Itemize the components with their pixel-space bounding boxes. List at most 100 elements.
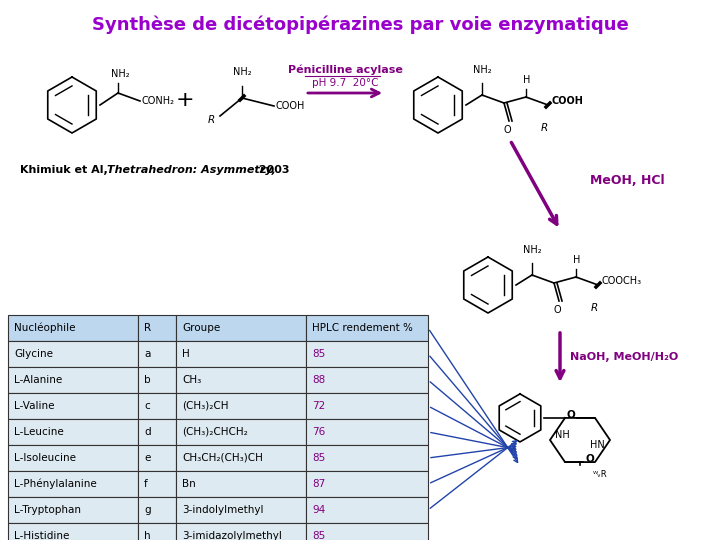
Text: O: O — [566, 410, 575, 420]
Bar — [138, 393, 176, 419]
Bar — [138, 523, 176, 540]
Bar — [138, 471, 176, 497]
Bar — [176, 393, 306, 419]
Bar — [138, 445, 176, 471]
Text: d: d — [144, 427, 150, 437]
Text: COOCH₃: COOCH₃ — [602, 276, 642, 286]
Bar — [306, 419, 428, 445]
Bar — [306, 471, 428, 497]
Bar — [8, 367, 138, 393]
Text: Groupe: Groupe — [182, 323, 220, 333]
Text: L-Valine: L-Valine — [14, 401, 55, 411]
Bar — [8, 341, 138, 367]
Text: +: + — [176, 90, 194, 110]
Bar — [8, 315, 138, 341]
Bar — [306, 445, 428, 471]
Text: Nucléophile: Nucléophile — [14, 323, 76, 333]
Bar — [8, 445, 138, 471]
Text: H: H — [523, 75, 531, 85]
Text: 3-indolylmethyl: 3-indolylmethyl — [182, 505, 264, 515]
Text: NH₂: NH₂ — [473, 65, 491, 75]
Text: e: e — [144, 453, 150, 463]
Bar — [306, 315, 428, 341]
Text: L-Tryptophan: L-Tryptophan — [14, 505, 81, 515]
Text: CH₃: CH₃ — [182, 375, 202, 385]
Bar — [306, 393, 428, 419]
Text: 94: 94 — [312, 505, 325, 515]
Text: ᵂᵥR: ᵂᵥR — [593, 470, 607, 479]
Bar — [176, 445, 306, 471]
Text: 85: 85 — [312, 531, 325, 540]
Bar — [8, 471, 138, 497]
Bar — [176, 315, 306, 341]
Text: pH 9.7  20°C: pH 9.7 20°C — [312, 78, 378, 88]
Bar — [138, 341, 176, 367]
Bar — [138, 419, 176, 445]
Text: (CH₃)₂CH: (CH₃)₂CH — [182, 401, 228, 411]
Text: 76: 76 — [312, 427, 325, 437]
Bar — [8, 523, 138, 540]
Bar — [306, 341, 428, 367]
Text: 85: 85 — [312, 453, 325, 463]
Text: 88: 88 — [312, 375, 325, 385]
Text: 72: 72 — [312, 401, 325, 411]
Bar — [8, 419, 138, 445]
Bar — [176, 419, 306, 445]
Text: a: a — [144, 349, 150, 359]
Bar — [138, 497, 176, 523]
Text: Khimiuk et Al,: Khimiuk et Al, — [20, 165, 112, 175]
Text: L-Phénylalanine: L-Phénylalanine — [14, 479, 96, 489]
Text: L-Leucine: L-Leucine — [14, 427, 64, 437]
Bar — [176, 523, 306, 540]
Text: HPLC rendement %: HPLC rendement % — [312, 323, 413, 333]
Text: L-Isoleucine: L-Isoleucine — [14, 453, 76, 463]
Bar — [138, 315, 176, 341]
Text: COOH: COOH — [276, 101, 305, 111]
Text: g: g — [144, 505, 150, 515]
Bar — [176, 367, 306, 393]
Text: L-Histidine: L-Histidine — [14, 531, 69, 540]
Text: b: b — [144, 375, 150, 385]
Text: Thetrahedron: Asymmetry,: Thetrahedron: Asymmetry, — [107, 165, 276, 175]
Text: h: h — [144, 531, 150, 540]
Text: Bn: Bn — [182, 479, 196, 489]
Text: NaOH, MeOH/H₂O: NaOH, MeOH/H₂O — [570, 352, 678, 362]
Text: NH₂: NH₂ — [111, 69, 130, 79]
Text: R: R — [144, 323, 151, 333]
Text: H: H — [182, 349, 190, 359]
Bar — [8, 497, 138, 523]
Text: 2003: 2003 — [255, 165, 289, 175]
Text: HN: HN — [590, 440, 605, 450]
Text: CH₃CH₂(CH₃)CH: CH₃CH₂(CH₃)CH — [182, 453, 263, 463]
Text: R: R — [208, 115, 215, 125]
Text: NH: NH — [555, 430, 570, 440]
Bar — [8, 393, 138, 419]
Text: O: O — [503, 125, 510, 135]
Text: (CH₃)₂CHCH₂: (CH₃)₂CHCH₂ — [182, 427, 248, 437]
Text: COOH: COOH — [552, 96, 584, 106]
Text: MeOH, HCl: MeOH, HCl — [590, 173, 665, 186]
Bar — [176, 471, 306, 497]
Bar — [306, 497, 428, 523]
Text: R: R — [590, 303, 598, 313]
Text: c: c — [144, 401, 150, 411]
Text: NH₂: NH₂ — [523, 245, 541, 255]
Text: Pénicilline acylase: Pénicilline acylase — [287, 64, 402, 75]
Text: Synthèse de dicétopipérazines par voie enzymatique: Synthèse de dicétopipérazines par voie e… — [91, 15, 629, 33]
Bar — [306, 367, 428, 393]
Bar — [176, 497, 306, 523]
Text: O: O — [553, 305, 561, 315]
Text: R: R — [541, 123, 548, 133]
Text: 87: 87 — [312, 479, 325, 489]
Bar — [138, 367, 176, 393]
Bar — [176, 341, 306, 367]
Text: Glycine: Glycine — [14, 349, 53, 359]
Text: 85: 85 — [312, 349, 325, 359]
Text: 3-imidazolylmethyl: 3-imidazolylmethyl — [182, 531, 282, 540]
Text: f: f — [144, 479, 148, 489]
Text: CONH₂: CONH₂ — [142, 96, 175, 106]
Text: O: O — [585, 454, 594, 464]
Text: NH₂: NH₂ — [233, 67, 251, 77]
Text: L-Alanine: L-Alanine — [14, 375, 62, 385]
Text: H: H — [573, 255, 581, 265]
